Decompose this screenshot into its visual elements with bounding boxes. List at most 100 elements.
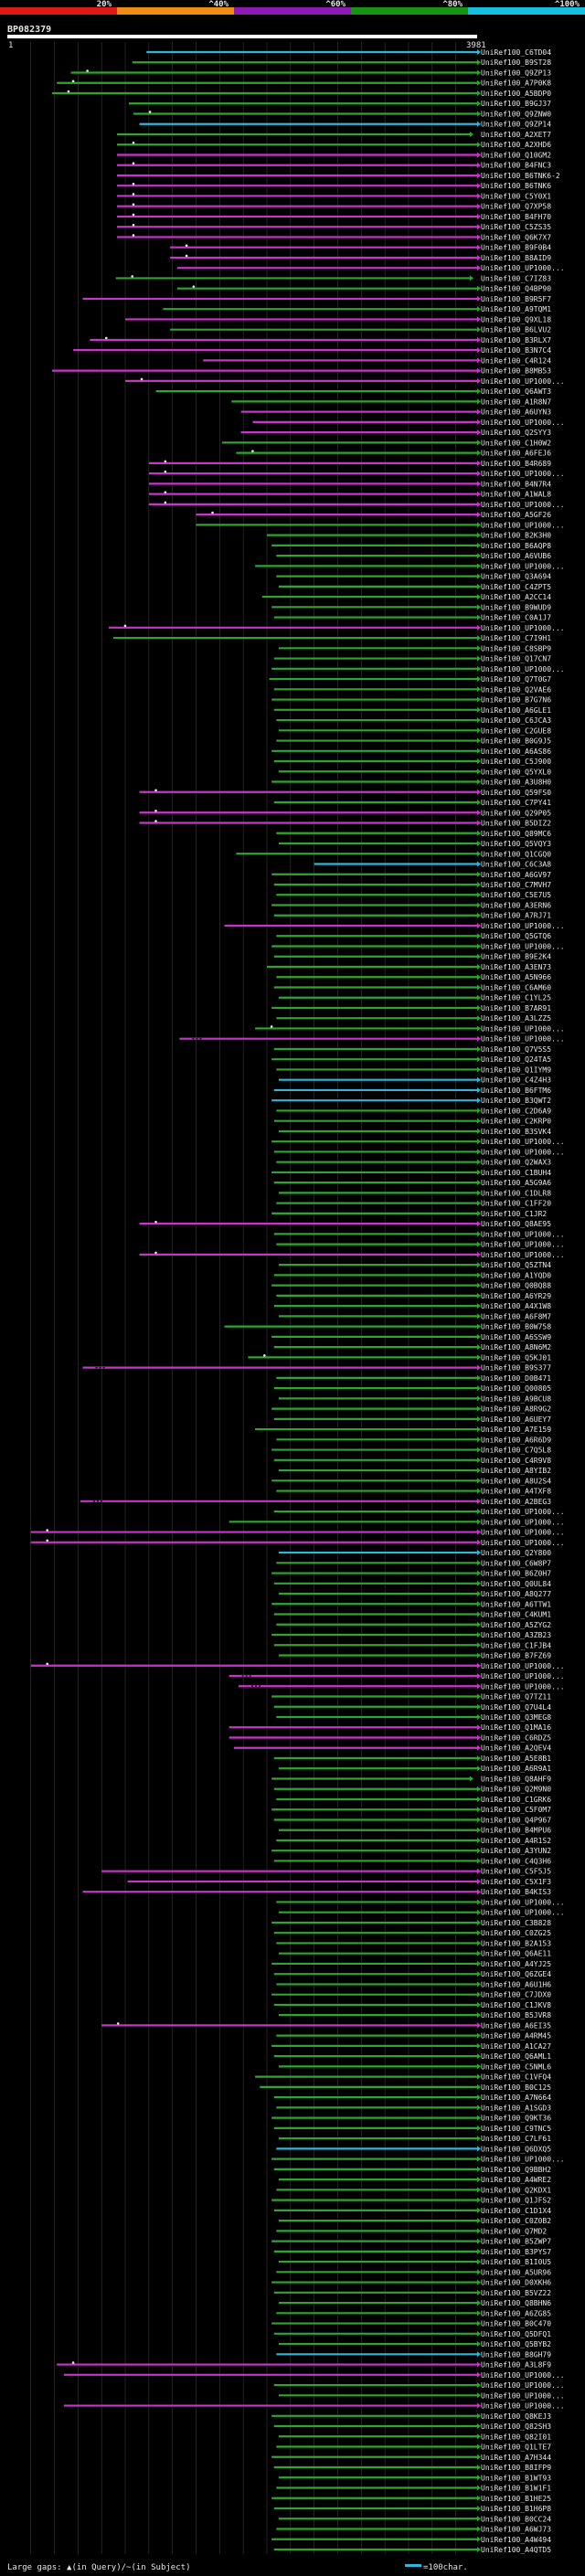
scale-label: ^60% (325, 0, 346, 9)
hit-arrow (477, 2412, 481, 2419)
hit-arrow (477, 963, 481, 970)
hit-label: UniRef100_B6AQP8 (481, 542, 551, 550)
hit-label: UniRef100_A8Q277 (481, 1590, 551, 1598)
hit-arrow (477, 994, 481, 1001)
hit-arrow (477, 481, 481, 487)
hit-arrow (477, 244, 481, 250)
hit-arrow (477, 440, 481, 446)
hit-arrow (477, 1971, 481, 1977)
hit-arrow (477, 357, 481, 364)
hit-label: UniRef100_UP1000... (481, 942, 565, 950)
hit-arrow (477, 1426, 481, 1433)
hit-label: UniRef100_C6C3A8 (481, 861, 551, 869)
hit-label: UniRef100_UP1000... (481, 501, 565, 509)
hit-label: UniRef100_UP1000... (481, 1662, 565, 1670)
hit-arrow (477, 1858, 481, 1864)
hit-label: UniRef100_UP1000... (481, 470, 565, 478)
query-gap-marker (154, 820, 157, 822)
hit-label: UniRef100_A5GF26 (481, 511, 551, 519)
hit-label: UniRef100_A4QTD5 (481, 2546, 551, 2554)
hit-arrow (477, 2228, 481, 2234)
hit-label: UniRef100_Q1IYM9 (481, 1065, 551, 1074)
hit-label: UniRef100_C7MVH7 (481, 881, 551, 889)
scale-segment (234, 7, 351, 15)
hit-label: UniRef100_Q8BHN6 (481, 2299, 551, 2307)
hit-label: UniRef100_A4W494 (481, 2536, 551, 2544)
hit-arrow (477, 1025, 481, 1032)
hit-arrow (477, 1817, 481, 1823)
hit-label: UniRef100_Q9BBH2 (481, 2166, 551, 2174)
hit-label: UniRef100_Q4P967 (481, 1816, 551, 1824)
hit-label: UniRef100_C1JR2 (481, 1210, 547, 1218)
hit-label: UniRef100_B6TNK6 (481, 182, 551, 190)
hit-arrow (477, 1344, 481, 1351)
hit-label: UniRef100_Q00805 (481, 1384, 551, 1393)
hit-arrow (477, 882, 481, 887)
hit-label: UniRef100_UP1000... (481, 419, 565, 427)
hit-arrow (477, 162, 481, 168)
hit-label: UniRef100_Q7T0G7 (481, 675, 551, 684)
hit-label: UniRef100_B9F0B4 (481, 244, 551, 252)
hit-label: UniRef100_B8MB53 (481, 367, 551, 376)
hit-arrow (477, 1272, 481, 1278)
hit-arrow (477, 841, 481, 847)
hit-label: UniRef100_A1CA27 (481, 2042, 551, 2051)
scale-label: ^40% (208, 0, 229, 9)
hit-arrow (477, 2526, 481, 2532)
hit-label: UniRef100_D0B471 (481, 1374, 551, 1383)
hit-arrow (477, 1415, 481, 1422)
hit-label: UniRef100_A4X1W8 (481, 1302, 551, 1310)
hit-label: UniRef100_A2QEV4 (481, 1744, 551, 1753)
hit-label: UniRef100_A9TQM1 (481, 305, 551, 313)
hit-arrow (477, 2238, 481, 2244)
hit-label: UniRef100_B4FH70 (481, 213, 551, 221)
hit-label: UniRef100_A3LZZ5 (481, 1014, 551, 1023)
hit-label: UniRef100_Q6AWT3 (481, 387, 551, 396)
query-gap-marker (86, 69, 89, 72)
hit-label: UniRef100_UP1000... (481, 1518, 565, 1526)
hit-arrow (477, 491, 481, 497)
hit-label: UniRef100_C7Q5L8 (481, 1447, 551, 1455)
hit-arrow (477, 1354, 481, 1361)
hit-label: UniRef100_A2CC14 (481, 593, 551, 601)
hit-arrow (477, 285, 481, 292)
hit-label: UniRef100_A6VUB6 (481, 552, 551, 560)
hit-label: UniRef100_UP1000... (481, 1672, 565, 1680)
hit-label: UniRef100_C5F5J5 (481, 1868, 551, 1876)
hit-label: UniRef100_A5E8B1 (481, 1754, 551, 1763)
hit-label: UniRef100_UP1000... (481, 2391, 565, 2400)
hit-arrow (477, 974, 481, 981)
hit-arrow (477, 573, 481, 579)
hit-arrow (477, 193, 481, 199)
hit-label: UniRef100_Q6DXQ5 (481, 2145, 551, 2153)
hit-arrow (477, 1930, 481, 1936)
hit-arrow (477, 1436, 481, 1443)
query-gap-marker (123, 624, 127, 628)
hit-label: UniRef100_C9TNC5 (481, 2125, 551, 2133)
hit-label: UniRef100_B1H6P8 (481, 2505, 551, 2513)
hit-label: UniRef100_D0XKH6 (481, 2279, 551, 2287)
query-gap-marker (116, 2022, 120, 2025)
hit-arrow (477, 542, 481, 548)
hit-label: UniRef100_A6AS86 (481, 747, 551, 756)
hit-label: UniRef100_Q6AML1 (481, 2052, 551, 2061)
hit-label: UniRef100_B8GH79 (481, 2350, 551, 2359)
hit-arrow (477, 1149, 481, 1155)
query-bar (7, 35, 477, 38)
hit-arrow (477, 1035, 481, 1042)
hit-label: UniRef100_A8YIB2 (481, 1467, 551, 1475)
hit-arrow (477, 2053, 481, 2060)
hit-label: UniRef100_UP1000... (481, 1508, 565, 1516)
hit-arrow (477, 1210, 481, 1216)
hit-label: UniRef100_A6ZG85 (481, 2309, 551, 2317)
hit-arrow (477, 676, 481, 683)
hit-arrow (477, 635, 481, 641)
hit-arrow (477, 2187, 481, 2193)
hit-label: UniRef100_B0W758 (481, 1323, 551, 1331)
hit-arrow (477, 1097, 481, 1104)
hit-label: UniRef100_Q6ZGE4 (481, 1970, 551, 1978)
hit-arrow (477, 512, 481, 518)
hit-arrow (470, 131, 473, 137)
hit-arrow (477, 953, 481, 959)
